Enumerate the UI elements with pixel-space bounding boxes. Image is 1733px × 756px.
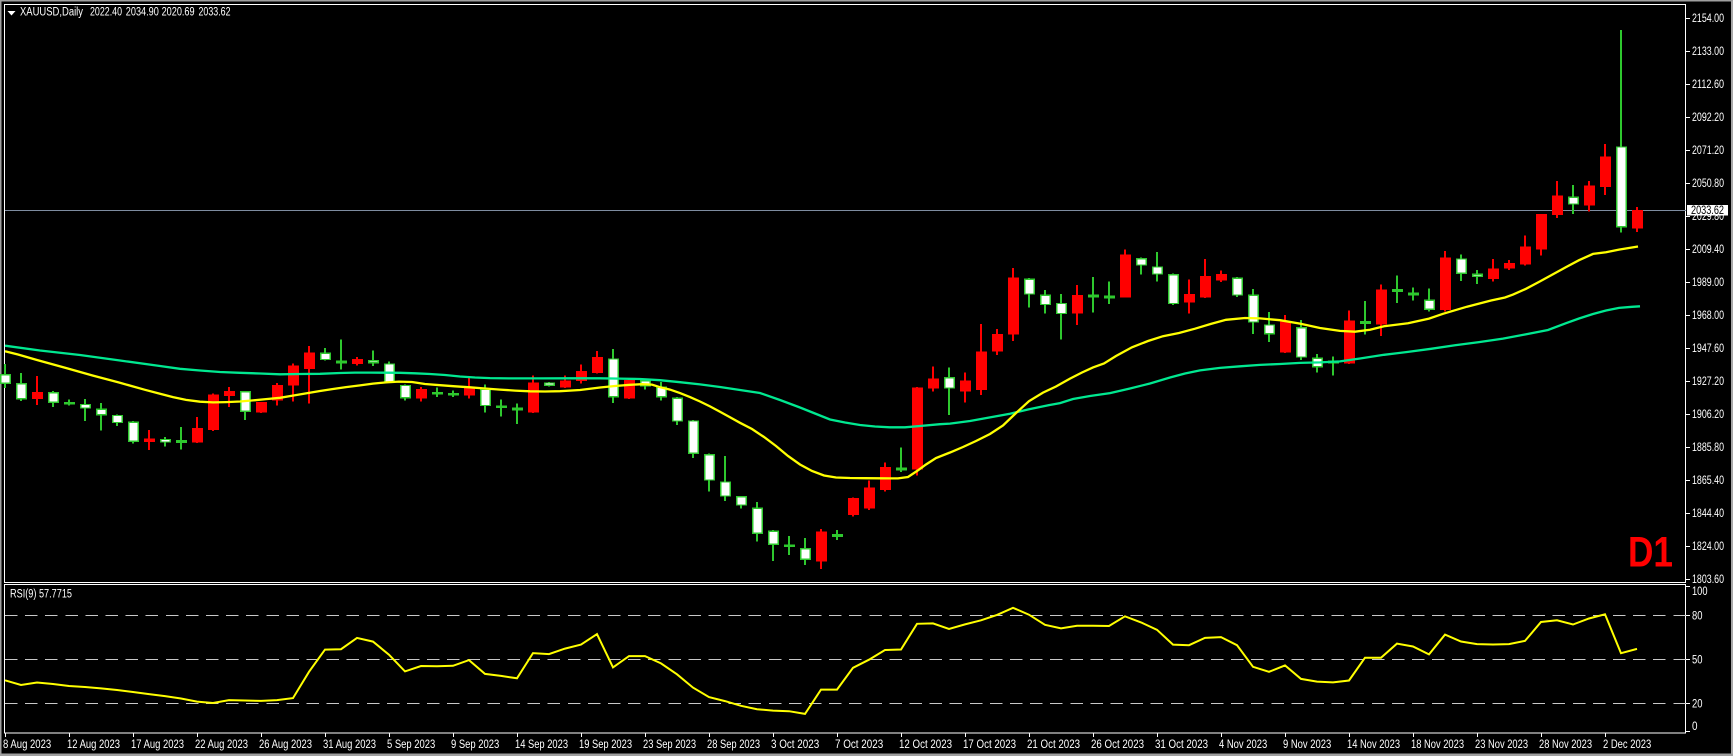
svg-text:2092.20: 2092.20: [1692, 112, 1724, 124]
svg-text:RSI(9) 57.7715: RSI(9) 57.7715: [10, 589, 72, 601]
svg-text:18 Nov 2023: 18 Nov 2023: [1411, 739, 1464, 751]
svg-text:2 Dec 2023: 2 Dec 2023: [1603, 739, 1651, 751]
svg-text:1989.00: 1989.00: [1692, 277, 1724, 289]
svg-text:1824.00: 1824.00: [1692, 541, 1724, 553]
svg-text:14 Sep 2023: 14 Sep 2023: [515, 739, 568, 751]
svg-text:4 Nov 2023: 4 Nov 2023: [1219, 739, 1267, 751]
svg-text:2071.20: 2071.20: [1692, 145, 1724, 157]
svg-text:1906.20: 1906.20: [1692, 409, 1724, 421]
svg-text:1803.60: 1803.60: [1692, 574, 1724, 586]
svg-text:9 Nov 2023: 9 Nov 2023: [1283, 739, 1331, 751]
svg-text:5 Sep 2023: 5 Sep 2023: [387, 739, 435, 751]
svg-text:17 Aug 2023: 17 Aug 2023: [131, 739, 184, 751]
svg-text:2112.60: 2112.60: [1692, 79, 1724, 91]
svg-text:14 Nov 2023: 14 Nov 2023: [1347, 739, 1400, 751]
svg-text:1844.40: 1844.40: [1692, 508, 1724, 520]
svg-text:1968.00: 1968.00: [1692, 310, 1724, 322]
svg-text:7 Oct 2023: 7 Oct 2023: [835, 739, 883, 751]
svg-text:2020.69: 2020.69: [162, 7, 195, 19]
svg-text:31 Oct 2023: 31 Oct 2023: [1155, 739, 1208, 751]
svg-text:2033.62: 2033.62: [199, 7, 231, 19]
svg-text:80: 80: [1692, 611, 1703, 623]
svg-text:2033.62: 2033.62: [1691, 205, 1724, 217]
svg-text:12 Oct 2023: 12 Oct 2023: [899, 739, 952, 751]
svg-text:2009.40: 2009.40: [1692, 244, 1724, 256]
svg-text:28 Sep 2023: 28 Sep 2023: [707, 739, 760, 751]
svg-text:28 Nov 2023: 28 Nov 2023: [1539, 739, 1592, 751]
svg-text:21 Oct 2023: 21 Oct 2023: [1027, 739, 1080, 751]
svg-text:22 Aug 2023: 22 Aug 2023: [195, 739, 248, 751]
svg-text:50: 50: [1692, 655, 1703, 667]
svg-text:1865.40: 1865.40: [1692, 475, 1724, 487]
svg-text:2034.90: 2034.90: [126, 7, 159, 19]
svg-text:19 Sep 2023: 19 Sep 2023: [579, 739, 632, 751]
svg-text:D1: D1: [1628, 529, 1673, 577]
svg-text:XAUUSD,Daily: XAUUSD,Daily: [20, 7, 83, 19]
svg-text:20: 20: [1692, 699, 1703, 711]
svg-text:2050.80: 2050.80: [1692, 178, 1724, 190]
svg-text:2154.00: 2154.00: [1692, 13, 1724, 25]
svg-text:23 Nov 2023: 23 Nov 2023: [1475, 739, 1528, 751]
svg-text:1927.20: 1927.20: [1692, 376, 1724, 388]
svg-text:0: 0: [1692, 721, 1698, 733]
svg-text:8 Aug 2023: 8 Aug 2023: [3, 739, 51, 751]
svg-text:100: 100: [1692, 586, 1708, 598]
svg-text:9 Sep 2023: 9 Sep 2023: [451, 739, 499, 751]
svg-text:23 Sep 2023: 23 Sep 2023: [643, 739, 696, 751]
svg-text:31 Aug 2023: 31 Aug 2023: [323, 739, 376, 751]
svg-text:26 Oct 2023: 26 Oct 2023: [1091, 739, 1144, 751]
svg-text:2022.40: 2022.40: [90, 7, 122, 19]
svg-text:12 Aug 2023: 12 Aug 2023: [67, 739, 120, 751]
svg-text:2133.00: 2133.00: [1692, 46, 1724, 58]
svg-text:26 Aug 2023: 26 Aug 2023: [259, 739, 312, 751]
svg-text:1885.80: 1885.80: [1692, 442, 1724, 454]
svg-text:1947.60: 1947.60: [1692, 343, 1724, 355]
svg-text:17 Oct 2023: 17 Oct 2023: [963, 739, 1016, 751]
svg-text:3 Oct 2023: 3 Oct 2023: [771, 739, 819, 751]
